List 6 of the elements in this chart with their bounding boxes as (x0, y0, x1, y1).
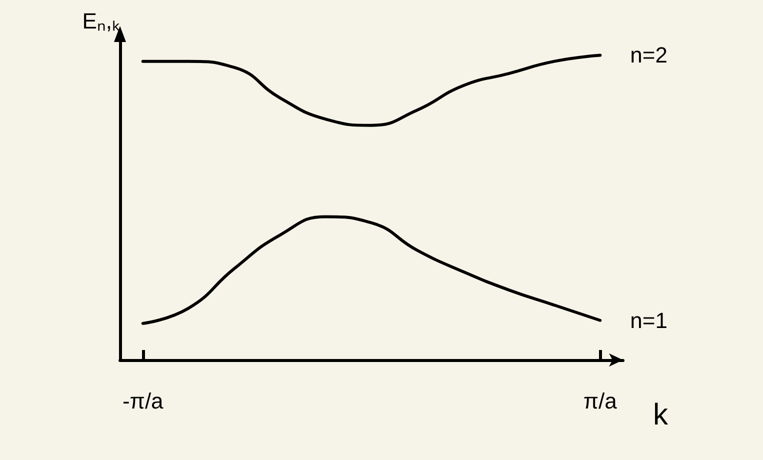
x-axis-title: k (653, 398, 669, 432)
series-label: n=1 (630, 308, 668, 333)
y-axis-title: Eₙ,ₖ (82, 8, 120, 34)
x-tick-label: -π/a (122, 388, 164, 414)
x-tick-label: π/a (583, 388, 618, 414)
series-label: n=2 (630, 42, 668, 68)
